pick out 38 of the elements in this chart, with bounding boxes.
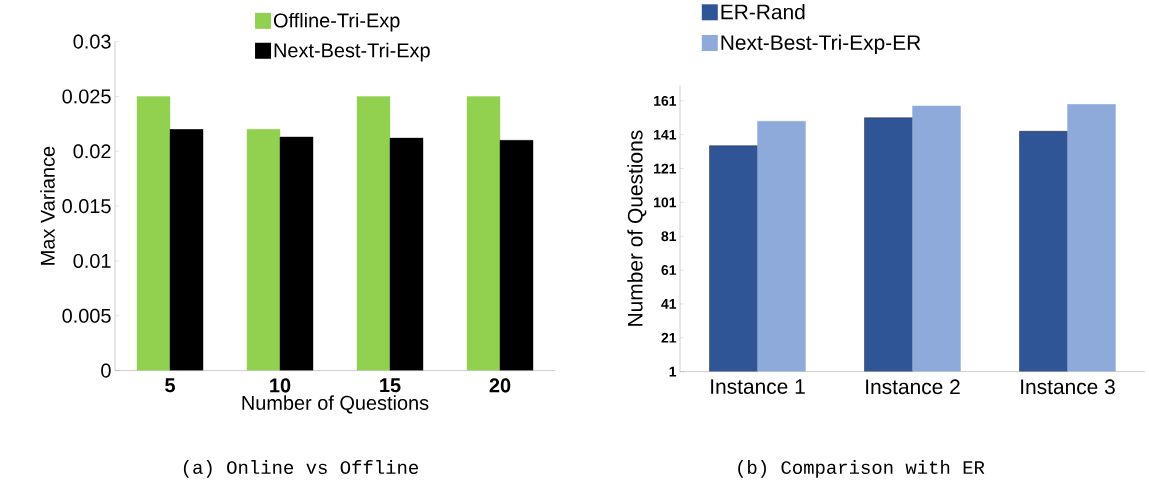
y-tick-label: 0.01 [73, 254, 111, 269]
legend-label: ER-Rand [721, 4, 805, 20]
y-tick-label: 0.015 [62, 199, 111, 214]
y-tick-label: 141 [654, 130, 677, 140]
x-tick-label: Instance 3 [1021, 379, 1115, 395]
text: (a) Online vs Offline [183, 460, 418, 478]
y-tick-label: 0 [101, 363, 111, 378]
bar [1067, 104, 1116, 372]
bar [912, 105, 961, 372]
x-tick-label: Instance 2 [866, 379, 960, 395]
y-tick-label: 61 [661, 265, 677, 276]
y-tick-label: 0.03 [73, 34, 111, 49]
x-tick-label: 20 [489, 378, 511, 393]
x-tick-label: Instance 1 [711, 379, 805, 395]
legend-label: Next-Best-Tri-Exp [274, 43, 430, 62]
x-tick-label: 10 [270, 378, 291, 393]
y-tick-label: 0.025 [62, 89, 111, 104]
y-tick-label: 81 [661, 231, 677, 242]
x-axis-title: Number of Questions [242, 395, 429, 414]
legend-label: Offline-Tri-Exp [273, 13, 400, 32]
legend-label: Next-Best-Tri-Exp-ER [721, 34, 921, 55]
y-axis-title: Number of Questions [627, 130, 647, 326]
bar [709, 145, 758, 372]
y-tick-label: 0.02 [73, 144, 111, 159]
y-tick-label: 21 [661, 333, 677, 343]
y-tick-label: 0.005 [62, 308, 111, 324]
text: (b) Comparison with ER [738, 460, 985, 478]
y-tick-label: 121 [654, 163, 677, 174]
bar [757, 121, 806, 372]
x-tick-label: 5 [165, 378, 175, 393]
bar [864, 117, 913, 372]
y-tick-label: 1 [669, 367, 677, 377]
y-tick-label: 101 [654, 197, 677, 208]
x-tick-label: 15 [380, 378, 401, 393]
y-tick-label: 161 [654, 96, 677, 106]
y-axis-title: Max Variance [40, 147, 55, 265]
y-tick-label: 41 [661, 299, 677, 309]
bar [1019, 131, 1068, 372]
